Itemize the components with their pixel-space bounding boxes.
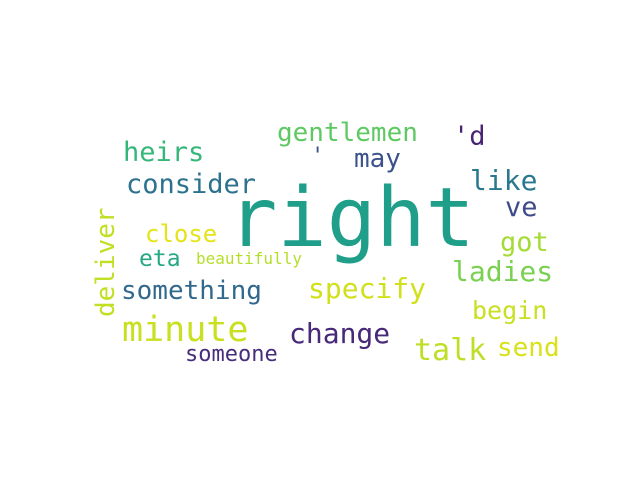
word-ladies: ladies — [452, 255, 554, 288]
word-specify: specify — [308, 272, 427, 305]
word-heirs: heirs — [123, 137, 205, 168]
word-change: change — [289, 317, 391, 350]
word-consider: consider — [126, 169, 257, 200]
word-right: right — [228, 171, 475, 266]
word-send: send — [497, 333, 560, 363]
word-something: something — [121, 276, 262, 306]
word-deliver: deliver — [91, 207, 121, 317]
word-begin: begin — [472, 296, 548, 325]
word-apostrophe-d: 'd — [453, 121, 486, 152]
word-close: close — [145, 220, 218, 248]
word-someone: someone — [185, 342, 278, 367]
word-apostrophe: ' — [311, 144, 325, 169]
word-like: like — [470, 164, 538, 197]
word-minute: minute — [122, 310, 249, 350]
word-ve: ve — [505, 192, 538, 223]
word-gentlemen: gentlemen — [277, 118, 418, 148]
word-talk: talk — [414, 333, 487, 368]
word-may: may — [354, 144, 401, 174]
word-eta: eta — [139, 246, 181, 272]
word-beautifully: beautifully — [196, 249, 302, 268]
word-got: got — [500, 227, 549, 258]
